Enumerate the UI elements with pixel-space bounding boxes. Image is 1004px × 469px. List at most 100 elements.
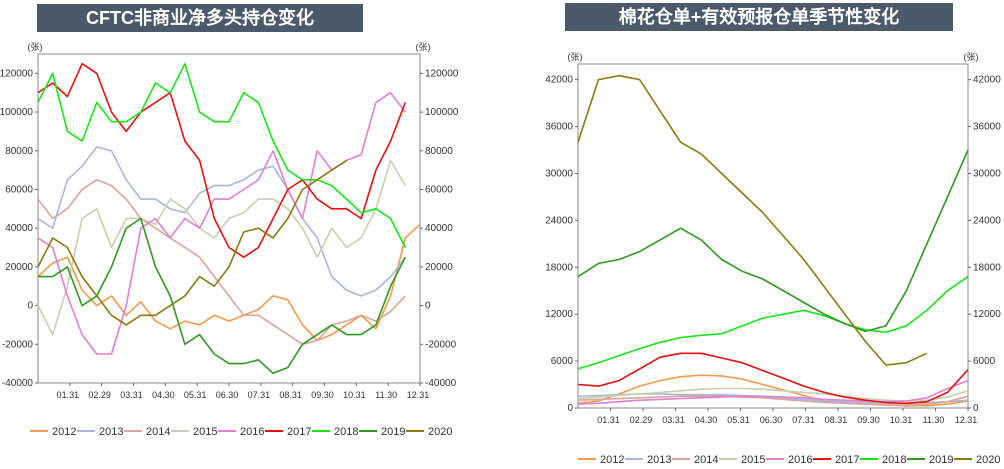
y-tick-label-right: 36000 bbox=[973, 122, 1001, 133]
y-tick-label-right: 40000 bbox=[425, 223, 453, 234]
y-tick-label-right: 20000 bbox=[425, 262, 453, 273]
x-tick-label: 08.31 bbox=[279, 390, 302, 400]
legend-label-2015: 2015 bbox=[193, 426, 217, 438]
x-tick-label: 01.31 bbox=[57, 390, 80, 400]
legend-label-2013: 2013 bbox=[99, 426, 123, 438]
x-tick-label: 02.29 bbox=[630, 415, 653, 425]
series-line-2017 bbox=[577, 352, 969, 405]
x-tick-label: 07.31 bbox=[792, 415, 815, 425]
x-tick-label: 10.31 bbox=[343, 390, 366, 400]
series-line-2012 bbox=[37, 223, 421, 342]
series-line-2015 bbox=[37, 159, 406, 336]
x-tick-label: 01.31 bbox=[597, 415, 620, 425]
legend-label-2012: 2012 bbox=[52, 426, 76, 438]
y-tick-label-right: 30000 bbox=[973, 168, 1001, 179]
legend-label-2020: 2020 bbox=[976, 454, 1000, 466]
y-tick-label-left: 20000 bbox=[5, 262, 33, 273]
chart-title-right: 棉花仓单+有效预报仓单季节性变化 bbox=[565, 3, 953, 31]
x-tick-label: 09.30 bbox=[311, 390, 334, 400]
y-tick-label-right: 80000 bbox=[425, 146, 453, 157]
y-tick-label-right: -20000 bbox=[425, 339, 457, 350]
y-tick-label-right: 60000 bbox=[425, 184, 453, 195]
y-tick-label-right: 12000 bbox=[973, 309, 1001, 320]
plot-frame bbox=[577, 63, 969, 409]
legend-label-2016: 2016 bbox=[240, 426, 264, 438]
unit-left: (张) bbox=[28, 42, 43, 52]
series-line-2018 bbox=[37, 62, 407, 248]
x-tick-label: 09.30 bbox=[857, 415, 880, 425]
y-tick-label-right: 6000 bbox=[973, 356, 996, 367]
x-tick-label: 12.31 bbox=[407, 390, 430, 400]
legend-label-2018: 2018 bbox=[334, 426, 358, 438]
legend-label-2017: 2017 bbox=[287, 426, 311, 438]
series-line-2019 bbox=[577, 149, 969, 333]
y-tick-label-left: 80000 bbox=[5, 146, 33, 157]
unit-left: (张) bbox=[568, 52, 583, 62]
x-tick-label: 11.30 bbox=[923, 415, 945, 425]
legend-label-2018: 2018 bbox=[882, 454, 906, 466]
y-tick-label-left: 36000 bbox=[545, 122, 573, 133]
x-tick-label: 10.31 bbox=[890, 415, 913, 425]
y-tick-label-left: 42000 bbox=[545, 75, 573, 86]
y-tick-label-left: 60000 bbox=[5, 184, 33, 195]
y-tick-label-left: 0 bbox=[567, 403, 573, 414]
x-tick-label: 02.29 bbox=[88, 390, 111, 400]
x-tick-label: 05.31 bbox=[184, 390, 207, 400]
x-tick-label: 06.30 bbox=[216, 390, 239, 400]
series-line-2020 bbox=[37, 159, 347, 326]
series-line-2016 bbox=[577, 379, 969, 405]
x-tick-label: 07.31 bbox=[248, 390, 271, 400]
legend-label-2019: 2019 bbox=[381, 426, 405, 438]
y-tick-label-right: 0 bbox=[425, 301, 431, 312]
unit-right: (张) bbox=[964, 52, 979, 62]
cftc-net-long-chart: (张) (张) -40000 -40000 -20000 -20000 0 0 20000 200… bbox=[0, 42, 459, 438]
legend-label-2017: 2017 bbox=[835, 454, 859, 466]
series-line-2014 bbox=[37, 179, 406, 346]
y-tick-label-left: -40000 bbox=[2, 378, 34, 389]
y-tick-label-left: 12000 bbox=[545, 309, 573, 320]
x-tick-label: 05.31 bbox=[727, 415, 750, 425]
legend-label-2016: 2016 bbox=[788, 454, 812, 466]
y-tick-label-right: 18000 bbox=[973, 262, 1001, 273]
legend-label-2013: 2013 bbox=[647, 454, 671, 466]
x-tick-label: 04.30 bbox=[695, 415, 718, 425]
y-tick-label-left: 100000 bbox=[0, 107, 33, 118]
x-tick-label: 04.30 bbox=[152, 390, 175, 400]
y-tick-label-right: 42000 bbox=[973, 75, 1001, 86]
series-line-2016 bbox=[37, 91, 406, 355]
legend-label-2012: 2012 bbox=[600, 454, 624, 466]
series-line-2018 bbox=[577, 276, 969, 370]
x-tick-label: 03.31 bbox=[120, 390, 143, 400]
cotton-warehouse-receipts-chart: (张) (张) 0 0 6000 6000 12000 12000 18000 18000 2400… bbox=[545, 52, 1001, 466]
x-tick-label: 03.31 bbox=[662, 415, 685, 425]
legend-label-2014: 2014 bbox=[694, 454, 718, 466]
y-tick-label-left: 24000 bbox=[545, 215, 573, 226]
y-tick-label-right: 100000 bbox=[425, 107, 459, 118]
x-tick-label: 06.30 bbox=[760, 415, 783, 425]
chart-title-left: CFTC非商业净多头持仓变化 bbox=[37, 4, 363, 32]
y-tick-label-left: 30000 bbox=[545, 168, 573, 179]
x-tick-label: 08.31 bbox=[825, 415, 848, 425]
series-line-2017 bbox=[37, 62, 407, 258]
unit-right: (张) bbox=[416, 42, 431, 52]
legend-label-2015: 2015 bbox=[741, 454, 765, 466]
y-tick-label-right: 0 bbox=[973, 403, 979, 414]
y-tick-label-right: 120000 bbox=[425, 68, 459, 79]
y-tick-label-left: 18000 bbox=[545, 262, 573, 273]
y-tick-label-left: 0 bbox=[27, 301, 33, 312]
y-tick-label-left: -20000 bbox=[2, 339, 34, 350]
x-tick-label: 12.31 bbox=[955, 415, 978, 425]
series-line-2014 bbox=[577, 395, 969, 406]
series-line-2020 bbox=[577, 74, 928, 366]
series-line-2019 bbox=[38, 217, 407, 375]
legend-label-2020: 2020 bbox=[428, 426, 452, 438]
y-tick-label-left: 40000 bbox=[5, 223, 33, 234]
legend-label-2014: 2014 bbox=[146, 426, 170, 438]
y-tick-label-right: -40000 bbox=[425, 378, 457, 389]
legend-label-2019: 2019 bbox=[929, 454, 953, 466]
y-tick-label-right: 24000 bbox=[973, 215, 1001, 226]
series-line-2013 bbox=[37, 146, 406, 297]
y-tick-label-left: 6000 bbox=[551, 356, 574, 367]
y-tick-label-left: 120000 bbox=[0, 68, 33, 79]
x-tick-label: 11.30 bbox=[375, 390, 397, 400]
